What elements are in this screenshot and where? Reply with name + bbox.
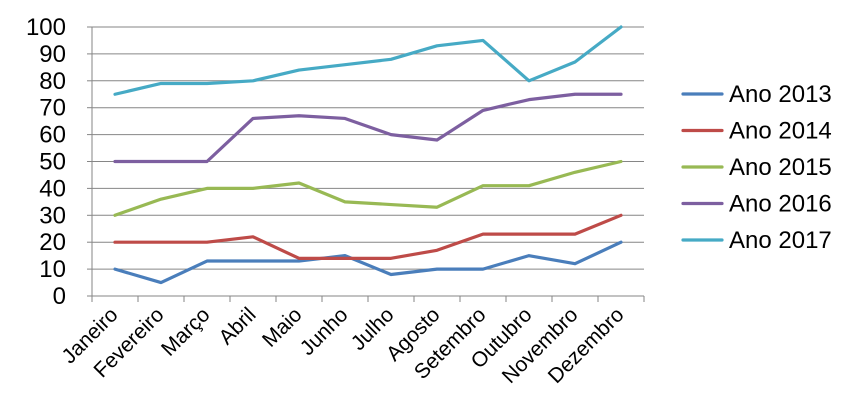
legend-label: Ano 2013 xyxy=(729,81,832,108)
x-tick-label: Março xyxy=(157,303,215,361)
y-tick-label: 90 xyxy=(39,41,66,68)
legend-label: Ano 2017 xyxy=(729,227,832,254)
series-line-ano-2017 xyxy=(113,25,623,96)
y-tick-label: 30 xyxy=(39,202,66,229)
y-tick-label: 80 xyxy=(39,68,66,95)
y-tick-label: 20 xyxy=(39,229,66,256)
legend-label: Ano 2015 xyxy=(729,154,832,181)
legend-label: Ano 2014 xyxy=(729,118,832,145)
y-tick-label: 50 xyxy=(39,149,66,176)
y-tick-label: 70 xyxy=(39,95,66,122)
y-tick-label: 40 xyxy=(39,175,66,202)
series-line-ano-2013 xyxy=(113,240,623,285)
legend-label: Ano 2016 xyxy=(729,191,832,218)
y-tick-label: 100 xyxy=(26,14,66,41)
series-line-ano-2016 xyxy=(113,92,623,164)
series-line-ano-2014 xyxy=(113,213,623,260)
axes xyxy=(87,26,645,302)
legend: Ano 2013 Ano 2014 Ano 2015 Ano 2016 Ano 2017 xyxy=(681,81,832,254)
x-tick-label: Abril xyxy=(215,303,261,349)
y-tick-label: 10 xyxy=(39,256,66,283)
y-tick-label: 60 xyxy=(39,122,66,149)
y-tick-label: 0 xyxy=(53,283,66,310)
x-tick-label: Junho xyxy=(296,303,353,360)
series-lines xyxy=(113,25,623,285)
series-line-ano-2015 xyxy=(113,159,623,217)
